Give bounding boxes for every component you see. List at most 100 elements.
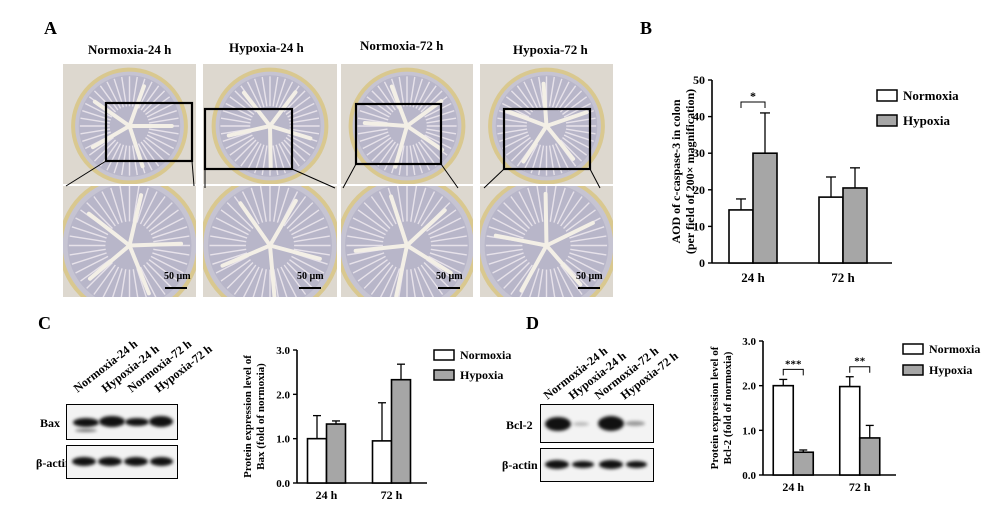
tissue-crypt [518, 191, 537, 225]
tissue-crypt [563, 102, 592, 118]
tissue-crypt [505, 96, 531, 115]
histology-image [203, 64, 337, 184]
zoom-box [354, 102, 443, 166]
y-axis-label-line: (per field of 200× magnification) [683, 89, 697, 254]
y-tick-label: 20 [693, 183, 705, 197]
tissue-crypt [556, 266, 574, 297]
tissue-crypt [99, 85, 119, 111]
scale-bar-label: 50 µm [576, 271, 603, 282]
tissue-crypt [136, 268, 147, 297]
tissue-crypt [503, 262, 530, 289]
tissue-crypt [554, 81, 570, 109]
tissue-lumen [268, 124, 273, 171]
tissue-crypt [357, 128, 388, 135]
tissue-crypt [293, 248, 330, 256]
tissue-crypt [276, 268, 288, 297]
zoom-line [191, 160, 195, 187]
tissue-crypt [86, 202, 113, 229]
tissue-crypt [283, 196, 307, 227]
tissue-crypt [153, 235, 190, 243]
tissue-lumen [87, 243, 132, 281]
panel-letter-d: D [526, 313, 539, 333]
tissue-crypt [75, 255, 109, 274]
tissue-crypt [357, 209, 388, 232]
tissue-crypt [370, 264, 394, 295]
tissue-crypt [549, 269, 556, 297]
legend-label: Hypoxia [903, 113, 950, 128]
tissue-crypt [398, 76, 405, 107]
tissue-crypt [426, 259, 457, 282]
tissue-crypt [420, 90, 443, 113]
blot-band [573, 422, 589, 426]
blot-band [99, 416, 125, 427]
tissue-lumen [521, 124, 549, 164]
tissue-crypt [420, 264, 444, 295]
y-axis-label: Protein expression level ofBax (fold of … [242, 355, 267, 478]
tissue-crypt [413, 268, 425, 297]
blot-band [75, 429, 97, 432]
tissue-crypt [554, 143, 570, 171]
tissue-crypt [371, 139, 394, 162]
bar [306, 437, 328, 484]
tissue-crypt [148, 131, 177, 143]
tissue-crypt [549, 186, 557, 222]
y-tick-label: 1.0 [742, 425, 756, 437]
tissue-crypt [99, 141, 119, 167]
zoom-line [291, 168, 336, 189]
tissue-crypt [530, 78, 542, 108]
tissue-crypt [492, 217, 526, 236]
y-tick-label: 3.0 [742, 336, 756, 348]
tissue-lumen [543, 191, 549, 248]
significance-bracket [782, 368, 804, 376]
tissue-crypt [529, 268, 540, 297]
tissue-crypt [212, 226, 248, 239]
tissue-crypt [413, 187, 427, 223]
tissue-crypt [505, 137, 531, 156]
blot-band [150, 457, 173, 466]
histology-image [480, 186, 613, 297]
tissue-crypt [225, 102, 253, 118]
tissue-crypt [285, 137, 311, 156]
scale-bar-label: 50 µm [297, 271, 324, 282]
bar [772, 384, 795, 476]
tissue-crypt [510, 264, 533, 295]
tissue-crypt [93, 264, 116, 295]
legend-label: Normoxia [460, 348, 511, 362]
tissue-crypt [261, 76, 268, 107]
zoom-box [104, 101, 194, 163]
tissue-crypt [523, 81, 539, 109]
scale-bar [578, 287, 600, 289]
bar [818, 196, 844, 264]
tissue-crypt [349, 226, 385, 239]
tissue-crypt [417, 266, 435, 297]
tissue-crypt [357, 117, 388, 124]
tissue-lumen [393, 124, 409, 169]
tissue-lumen [362, 121, 409, 128]
tissue-lumen [394, 243, 409, 297]
legend-swatch [433, 349, 455, 361]
bar [752, 152, 778, 264]
tissue-crypt [153, 248, 190, 256]
tissue-crypt [488, 252, 524, 265]
tissue-crypt [378, 191, 397, 225]
zoom-box [502, 107, 592, 171]
tissue-crypt [551, 78, 563, 108]
tissue-crypt [424, 134, 452, 150]
tissue-crypt [497, 209, 528, 232]
tissue-crypt [560, 196, 583, 227]
tissue-crypt [570, 248, 607, 256]
tissue-crypt [420, 196, 444, 227]
tissue-crypt [137, 143, 153, 171]
tissue-lumen [268, 243, 322, 261]
blot-band [73, 418, 99, 427]
scale-bar [299, 287, 321, 289]
tissue-lumen [493, 233, 549, 248]
tissue-crypt [215, 217, 249, 236]
tissue-crypt [120, 269, 127, 297]
tissue-crypt [220, 259, 251, 282]
tissue-crypt [349, 252, 385, 265]
tissue-crypt [273, 269, 279, 297]
tissue-crypt [537, 269, 544, 297]
legend-swatch [876, 114, 898, 127]
y-tick-label: 0 [699, 256, 705, 270]
